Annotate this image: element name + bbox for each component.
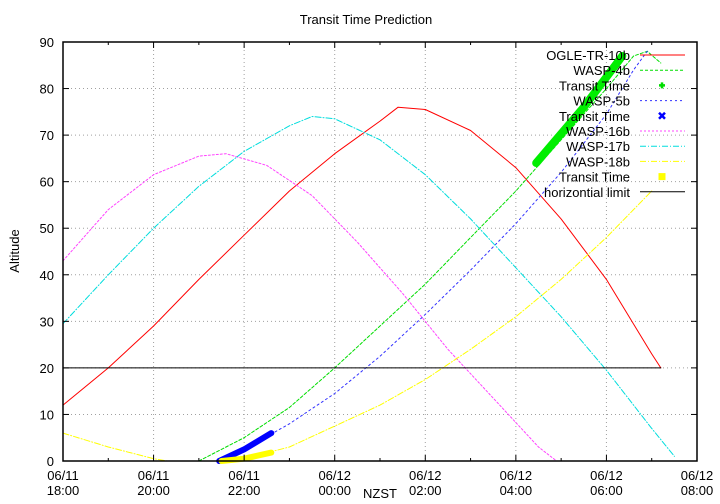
x-tick-label: 06/12 — [590, 468, 623, 483]
series-ogle-tr-10b — [62, 106, 662, 406]
series-wasp-18b — [62, 190, 653, 462]
cross-marker-icon — [658, 111, 666, 120]
chart-title: Transit Time Prediction — [300, 12, 432, 27]
legend-label: Transit Time — [559, 170, 630, 185]
x-tick-label: 02:00 — [409, 483, 442, 498]
series-wasp-17b — [62, 116, 675, 457]
y-tick-label: 30 — [40, 314, 54, 329]
x-tick-label: 22:00 — [228, 483, 261, 498]
plus-marker-icon — [659, 82, 665, 89]
x-axis-label: NZST — [363, 486, 397, 501]
series-wasp-16b — [62, 153, 558, 462]
y-tick-label: 90 — [40, 35, 54, 50]
x-tick-label: 20:00 — [137, 483, 170, 498]
series-wasp-4b — [198, 50, 662, 462]
data-series — [62, 50, 675, 464]
legend-label: WASP-18b — [566, 154, 630, 169]
transit-band-wasp-4b — [532, 52, 627, 167]
x-tick-label: 06/11 — [47, 468, 79, 483]
series-wasp-5b — [216, 50, 648, 462]
x-tick-label: 06:00 — [590, 483, 623, 498]
square-marker-icon — [658, 173, 666, 181]
x-tick-label: 06/11 — [138, 468, 170, 483]
legend-label: OGLE-TR-10b — [546, 48, 630, 63]
legend-label: WASP-5b — [573, 94, 630, 109]
x-tick-label: 00:00 — [318, 483, 351, 498]
legend-label: Transit Time — [559, 78, 630, 93]
x-tick-label: 06/12 — [681, 468, 714, 483]
y-tick-label: 20 — [40, 361, 54, 376]
transit-band-wasp-5b — [216, 430, 275, 464]
y-axis-label: Altitude — [7, 229, 22, 272]
x-tick-label: 08:00 — [681, 483, 714, 498]
axis-ticks: 06/1118:0006/1120:0006/1122:0006/1200:00… — [40, 35, 714, 498]
legend-label: Transit Time — [559, 109, 630, 124]
x-tick-label: 18:00 — [47, 483, 80, 498]
x-tick-label: 06/12 — [500, 468, 533, 483]
x-tick-label: 06/12 — [409, 468, 442, 483]
legend-label: WASP-16b — [566, 124, 630, 139]
y-tick-label: 60 — [40, 175, 54, 190]
x-tick-label: 06/11 — [228, 468, 260, 483]
legend-label: WASP-17b — [566, 139, 630, 154]
legend-label: horizontial limit — [544, 185, 630, 200]
y-tick-label: 50 — [40, 221, 54, 236]
y-tick-label: 40 — [40, 268, 54, 283]
x-tick-label: 06/12 — [318, 468, 351, 483]
y-tick-label: 80 — [40, 82, 54, 97]
y-tick-label: 10 — [40, 407, 54, 422]
legend-label: WASP-4b — [573, 63, 630, 78]
y-tick-label: 0 — [47, 454, 54, 469]
y-tick-label: 70 — [40, 128, 54, 143]
x-tick-label: 04:00 — [500, 483, 533, 498]
